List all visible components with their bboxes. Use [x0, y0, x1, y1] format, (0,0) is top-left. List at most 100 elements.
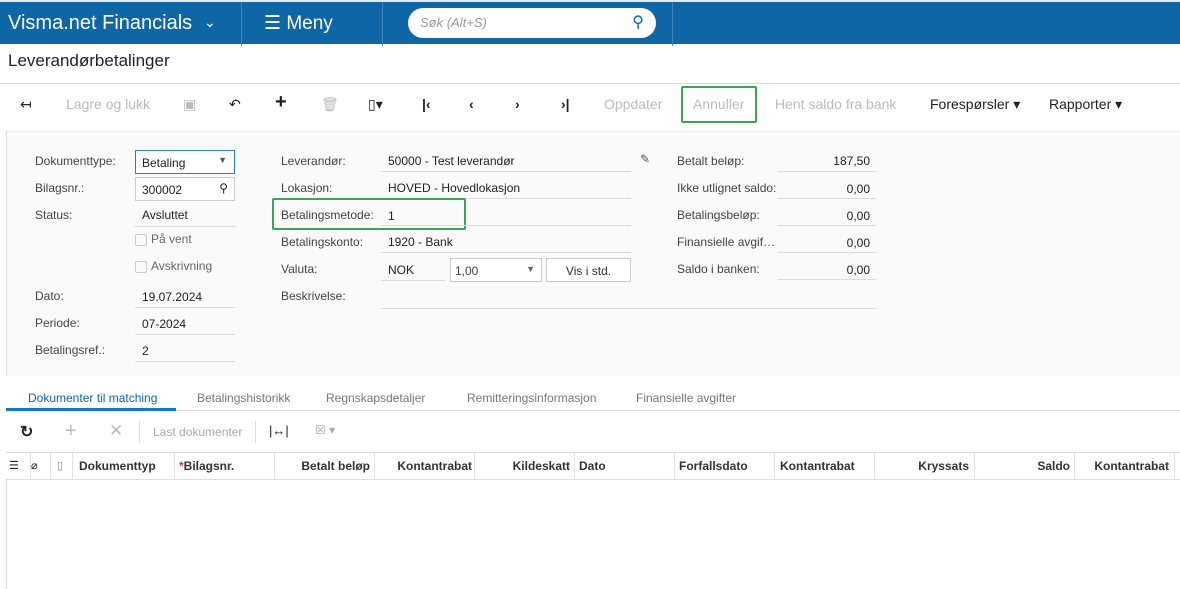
cash-account-input[interactable]: 1920 - Bank — [381, 229, 631, 253]
column-divider[interactable] — [774, 453, 775, 479]
attachment-icon[interactable]: ⌀ — [31, 460, 38, 472]
search-icon[interactable]: ⚲ — [632, 14, 644, 31]
tab-financial-charges[interactable]: Finansielle avgifter — [636, 391, 737, 405]
date-input[interactable]: 19.07.2024 — [135, 284, 235, 308]
first-record-icon[interactable]: |‹ — [422, 96, 431, 112]
add-icon[interactable]: + — [275, 91, 287, 113]
column-divider[interactable] — [874, 453, 875, 479]
paid-amount-value: 187,50 — [778, 148, 876, 172]
column-divider[interactable] — [72, 453, 73, 479]
tab-accounting-details[interactable]: Regnskapsdetaljer — [326, 391, 426, 405]
delete-row-icon[interactable]: ✕ — [109, 421, 124, 440]
menu-button[interactable]: ☰ Meny — [264, 12, 333, 35]
period-input[interactable]: 07-2024 — [135, 311, 235, 335]
vendor-input[interactable]: 50000 - Test leverandør — [381, 148, 631, 172]
period-value: 07-2024 — [142, 317, 187, 331]
chevron-down-icon[interactable]: ⌄ — [204, 14, 216, 30]
column-divider[interactable] — [1174, 453, 1175, 479]
col-date[interactable]: Dato — [579, 459, 606, 473]
refresh-icon[interactable]: ↻ — [20, 424, 34, 441]
ref-nbr-input[interactable]: 300002 ⚲ — [135, 177, 235, 201]
note-icon[interactable]: ▯ — [57, 460, 64, 472]
column-divider[interactable] — [374, 453, 375, 479]
col-due-date[interactable]: Forfallsdato — [679, 459, 748, 473]
row-selector-icon[interactable]: ☰ — [9, 460, 19, 472]
bank-balance-label: Saldo i banken: — [677, 262, 760, 276]
currency-input[interactable]: NOK — [381, 257, 445, 281]
tab-documents-to-apply[interactable]: Dokumenter til matching — [28, 391, 158, 405]
payment-method-input[interactable]: 1 — [381, 202, 631, 226]
location-value: HOVED - Hovedlokasjon — [388, 181, 521, 195]
status-label: Status: — [35, 208, 73, 222]
payment-method-value: 1 — [388, 209, 395, 223]
doc-type-select[interactable]: Betaling ▼ — [135, 150, 235, 174]
column-divider[interactable] — [574, 453, 575, 479]
payment-ref-input[interactable]: 2 — [135, 338, 235, 362]
col-cross-rate[interactable]: Kryssats — [918, 459, 969, 473]
save-icon[interactable]: ▣ — [183, 96, 197, 112]
save-close-button[interactable]: Lagre og lukk — [66, 96, 151, 112]
col-cash-discount-3[interactable]: Kontantrabat — [1094, 459, 1169, 473]
lookup-icon[interactable]: ⚲ — [219, 181, 228, 195]
last-record-icon[interactable]: ›| — [561, 96, 570, 112]
fetch-bank-balance-button[interactable]: Hent saldo fra bank — [775, 96, 897, 112]
vendor-label: Leverandør: — [281, 154, 346, 168]
description-label: Beskrivelse: — [281, 289, 346, 303]
cancel-button[interactable]: Annuller — [693, 96, 745, 112]
dropdown-icon: ▼ — [526, 264, 535, 274]
delete-icon[interactable]: 🗑 — [321, 96, 339, 112]
update-button[interactable]: Oppdater — [604, 96, 663, 112]
col-withholding-tax[interactable]: Kildeskatt — [512, 459, 570, 473]
excel-export-icon[interactable]: ☒ ▾ — [315, 423, 336, 437]
status-value: Avsluttet — [142, 208, 188, 222]
fit-columns-icon[interactable]: |↔| — [269, 423, 289, 438]
ref-nbr-value: 300002 — [142, 183, 183, 197]
undo-icon[interactable]: ↶ — [229, 96, 241, 112]
payment-ref-label: Betalingsref.: — [35, 343, 106, 357]
column-divider[interactable] — [50, 453, 51, 479]
tab-payment-history[interactable]: Betalingshistorikk — [197, 391, 291, 405]
payment-amount-label: Betalingsbeløp: — [677, 208, 760, 222]
col-ref-nbr[interactable]: *Bilagsnr. — [179, 459, 234, 473]
rate-select[interactable]: 1,00 ▼ — [450, 258, 542, 282]
load-documents-button[interactable]: Last dokumenter — [153, 425, 243, 439]
column-divider[interactable] — [274, 453, 275, 479]
reports-menu[interactable]: Rapporter ▾ — [1049, 96, 1123, 112]
status-field: Avsluttet — [135, 203, 235, 227]
rate-value: 1,00 — [455, 264, 479, 278]
writeoff-checkbox[interactable]: Avskrivning — [135, 259, 212, 273]
on-hold-checkbox[interactable]: På vent — [135, 232, 192, 246]
next-icon[interactable]: › — [515, 96, 520, 112]
description-input[interactable] — [381, 285, 876, 309]
col-balance[interactable]: Saldo — [1037, 459, 1070, 473]
doc-type-value: Betaling — [142, 156, 186, 170]
copy-paste-icon[interactable]: ▯▾ — [368, 96, 383, 112]
column-divider[interactable] — [1074, 453, 1075, 479]
cash-account-label: Betalingskonto: — [281, 235, 364, 249]
location-input[interactable]: HOVED - Hovedlokasjon — [381, 175, 631, 199]
doc-type-label: Dokumenttype: — [35, 154, 116, 168]
column-divider[interactable] — [30, 453, 31, 479]
column-divider[interactable] — [974, 453, 975, 479]
view-base-button[interactable]: Vis i std. — [546, 258, 631, 282]
edit-icon[interactable]: ✎ — [640, 152, 651, 166]
add-row-icon[interactable]: + — [65, 420, 77, 442]
column-divider[interactable] — [674, 453, 675, 479]
back-icon[interactable]: ↤ — [20, 96, 32, 112]
column-divider[interactable] — [174, 453, 175, 479]
app-brand[interactable]: Visma.net Financials — [8, 12, 193, 34]
required-marker: * — [179, 459, 184, 473]
search-input[interactable]: Søk (Alt+S) ⚲ — [408, 8, 656, 38]
bank-balance-value: 0,00 — [778, 256, 876, 280]
previous-icon[interactable]: ‹ — [469, 96, 474, 112]
dropdown-icon: ▼ — [218, 155, 227, 165]
col-ref-nbr-label: Bilagsnr. — [183, 459, 235, 473]
col-paid-amount[interactable]: Betalt beløp — [301, 459, 370, 473]
date-label: Dato: — [35, 289, 64, 303]
inquiries-menu[interactable]: Forespørsler ▾ — [930, 96, 1021, 112]
col-cash-discount[interactable]: Kontantrabat — [397, 459, 472, 473]
column-divider[interactable] — [474, 453, 475, 479]
col-cash-discount-2[interactable]: Kontantrabat — [780, 459, 855, 473]
col-doc-type[interactable]: Dokumenttyp — [79, 459, 156, 473]
tab-remittance-info[interactable]: Remitteringsinformasjon — [467, 391, 597, 405]
